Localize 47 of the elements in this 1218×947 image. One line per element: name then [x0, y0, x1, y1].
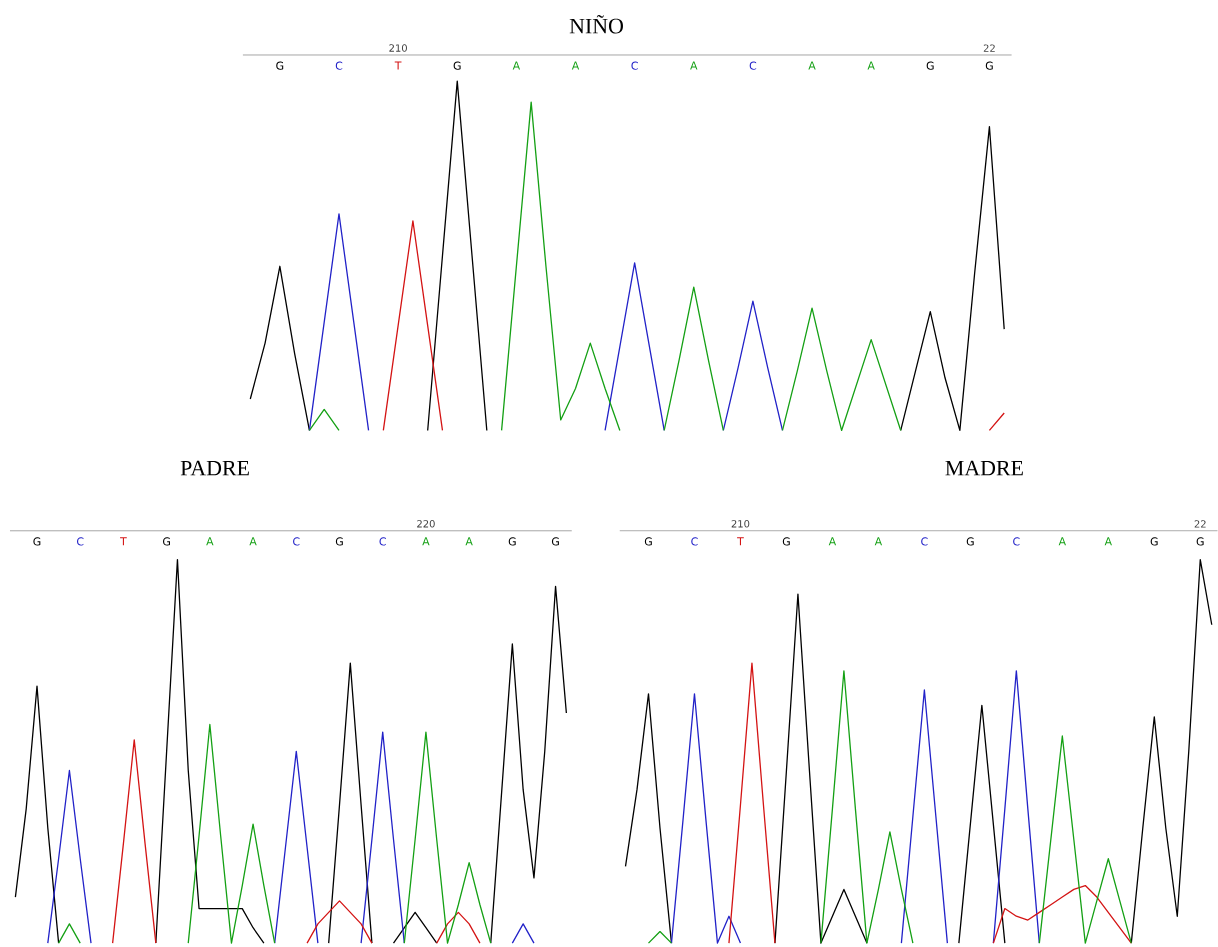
x-tick-label: A	[249, 537, 257, 546]
x-tick-label: G	[985, 61, 993, 70]
x-tick-label: G	[335, 537, 343, 546]
x-tick-label: A	[828, 537, 837, 546]
chart-title: NIÑO	[569, 15, 623, 34]
x-tick-label: A	[808, 61, 816, 70]
text: 210	[389, 44, 407, 52]
x-tick-label: C	[921, 537, 928, 546]
x-tick-label: C	[1013, 537, 1020, 546]
x-tick-label: A	[422, 537, 430, 546]
text: 210	[731, 520, 750, 528]
x-tick-label: A	[1058, 537, 1066, 546]
text: 220	[417, 520, 435, 528]
x-tick-label: G	[163, 537, 170, 546]
x-tick-label: G	[453, 61, 461, 70]
x-tick-label: C	[379, 537, 386, 546]
x-tick-label: A	[1104, 537, 1112, 546]
x-tick-label: G	[926, 61, 934, 70]
x-tick-label: C	[691, 537, 698, 546]
text: 22	[983, 44, 995, 52]
x-tick-label: G	[508, 537, 516, 546]
x-tick-label: G	[966, 537, 974, 546]
x-tick-label: A	[206, 537, 214, 546]
x-tick-label: T	[120, 537, 127, 546]
x-tick-label: G	[1196, 537, 1204, 546]
x-tick-label: G	[551, 537, 559, 546]
x-tick-label: G	[33, 537, 41, 546]
x-tick-label: G	[782, 537, 790, 546]
x-tick-label: C	[77, 537, 84, 546]
x-tick-label: T	[394, 61, 402, 70]
chart-title: PADRE	[180, 460, 249, 476]
x-tick-label: G	[644, 537, 652, 546]
x-tick-label: A	[867, 61, 875, 70]
x-tick-label: C	[749, 61, 757, 70]
text: 22	[1194, 520, 1206, 528]
chart-title: MADRE	[945, 460, 1023, 476]
x-tick-label: T	[737, 537, 744, 546]
x-tick-label: A	[512, 61, 521, 70]
x-tick-label: A	[465, 537, 473, 546]
x-tick-label: C	[293, 537, 300, 546]
x-tick-label: G	[1150, 537, 1158, 546]
x-tick-label: G	[276, 61, 284, 70]
x-tick-label: C	[631, 61, 638, 70]
x-tick-label: A	[571, 61, 580, 70]
x-tick-label: A	[874, 537, 883, 546]
x-tick-label: C	[335, 61, 343, 70]
x-tick-label: A	[690, 61, 698, 70]
